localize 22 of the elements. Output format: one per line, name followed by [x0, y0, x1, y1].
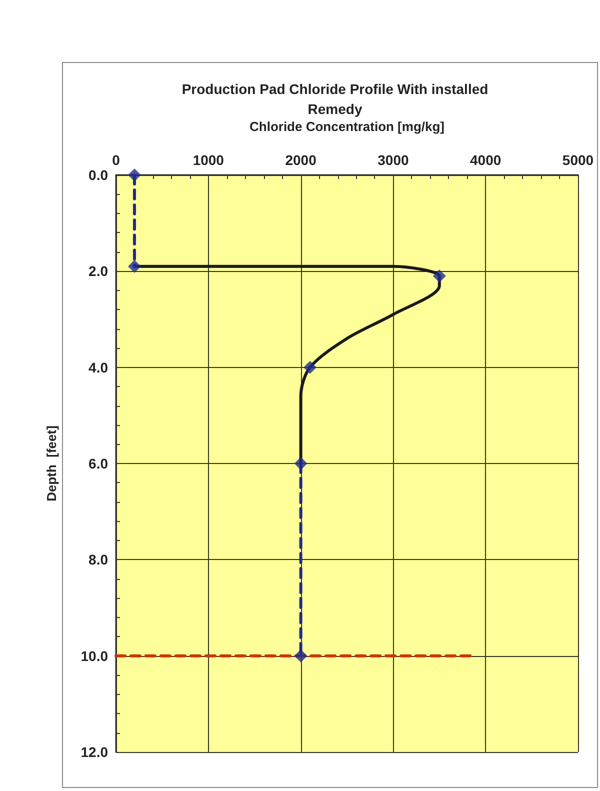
y-tick-label: 2.0 — [88, 263, 108, 280]
y-tick-label: 0.0 — [88, 167, 108, 183]
chart-title: Production Pad Chloride Profile With installed Remedy — [182, 81, 488, 117]
point — [128, 260, 141, 273]
x-tick-label: 5000 — [562, 152, 594, 168]
point — [294, 649, 308, 662]
point — [432, 269, 446, 282]
x-tick-label: 1000 — [192, 152, 224, 168]
y-tick-label: 6.0 — [88, 456, 108, 472]
x-tick-label: 4000 — [470, 152, 502, 168]
y-tick-label: 8.0 — [88, 552, 108, 568]
point — [304, 360, 317, 374]
x-tick-label: 0 — [112, 152, 120, 168]
y-tick-label: 4.0 — [88, 359, 108, 376]
y-tick-label: 10.0 — [80, 648, 108, 664]
x-tick-label: 2000 — [285, 152, 317, 168]
y-tick-label: 12.0 — [80, 744, 108, 760]
x-axis-title: Chloride Concentration [mg/kg] — [250, 119, 444, 134]
x-tick-label: 3000 — [378, 152, 409, 168]
y-axis-title: Depth [feet] — [44, 426, 59, 502]
point — [294, 457, 308, 470]
point — [128, 168, 141, 182]
